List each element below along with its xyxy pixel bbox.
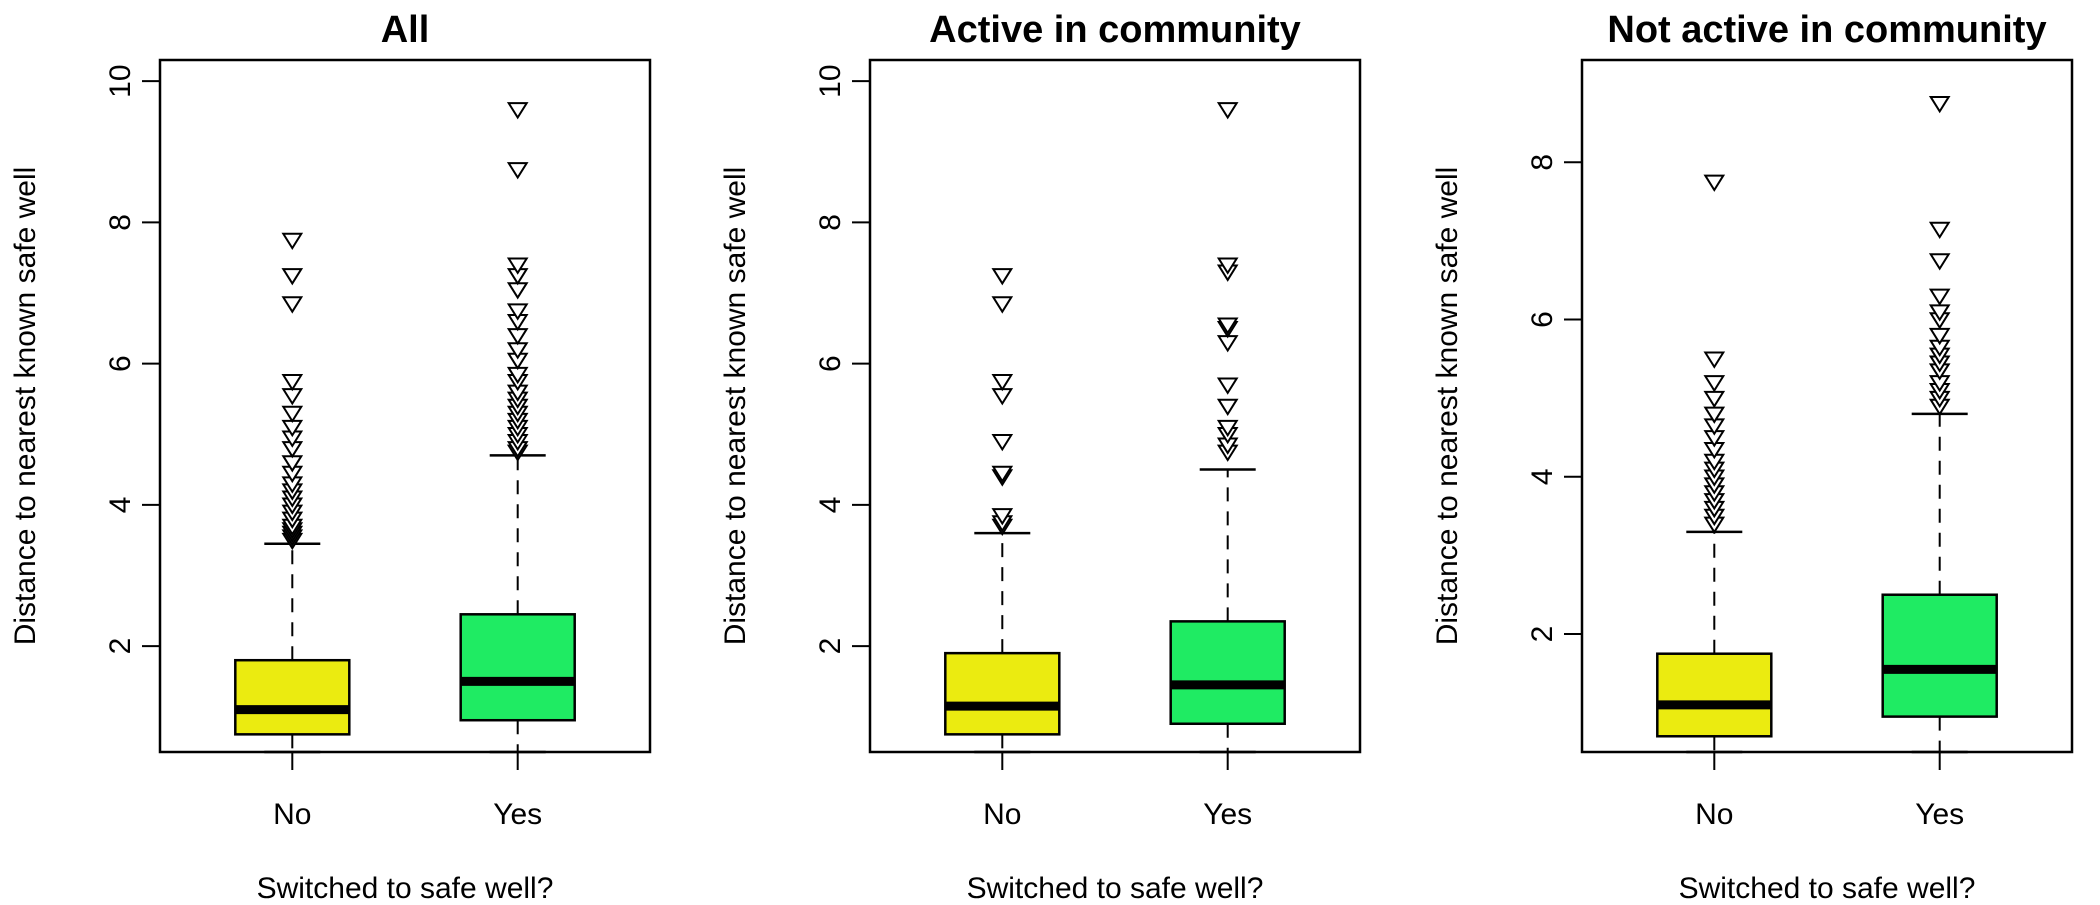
x-tick-label: Yes [1203, 798, 1252, 831]
iqr-box [1881, 593, 1998, 718]
outlier-point [1928, 95, 1951, 114]
x-tick-label: No [983, 798, 1021, 831]
y-tick-label: 4 [814, 497, 847, 514]
x-axis-title: Switched to safe well? [967, 872, 1264, 900]
box-no: No [944, 268, 1061, 831]
outlier-point [1216, 377, 1239, 395]
outlier-point [1928, 288, 1951, 306]
plot-frame [158, 58, 652, 754]
plot-frame [1580, 58, 2074, 754]
plot-frame [868, 58, 1362, 754]
box-yes: Yes [459, 102, 576, 831]
x-axis-title: Switched to safe well? [1679, 872, 1976, 900]
outlier-point [281, 232, 304, 251]
y-tick-label: 4 [104, 497, 137, 514]
panel-all: All Switched to safe well? Distance to n… [9, 9, 652, 905]
outlier-point [506, 102, 529, 120]
panel-title: Not active in community [1607, 9, 2046, 51]
panel-title: Active in community [929, 9, 1301, 51]
x-tick-label: No [1695, 798, 1733, 831]
outlier-point [991, 465, 1014, 484]
iqr-box [234, 658, 351, 736]
y-tick-label: 4 [1526, 468, 1559, 485]
iqr-box [1169, 620, 1286, 726]
y-tick-label: 8 [814, 214, 847, 231]
outlier-point [1216, 317, 1239, 335]
outlier-point [1703, 390, 1726, 409]
x-tick-label: No [273, 798, 311, 831]
outlier-point [281, 296, 304, 314]
x-tick-label: Yes [493, 798, 542, 831]
y-tick-label: 2 [1526, 626, 1559, 643]
outlier-point [991, 434, 1014, 452]
iqr-box [944, 651, 1061, 736]
outlier-point [1216, 419, 1239, 438]
y-tick-label: 2 [104, 638, 137, 655]
outlier-point [991, 296, 1014, 314]
outlier-point [1928, 253, 1951, 271]
outlier-point [1216, 102, 1239, 120]
panel-not-active-in-community: Not active in community Switched to safe… [1431, 9, 2074, 905]
y-tick-label: 2 [814, 638, 847, 655]
y-tick-label: 8 [1526, 154, 1559, 171]
outlier-point [506, 257, 529, 275]
x-tick-label: Yes [1915, 798, 1964, 831]
outlier-point [1928, 221, 1951, 240]
panel-active-in-community: Active in community Switched to safe wel… [719, 9, 1362, 905]
y-tick-label: 8 [104, 214, 137, 231]
outlier-point [281, 373, 304, 392]
outlier-point [1216, 257, 1239, 275]
outlier-point [991, 268, 1014, 286]
y-tick-label: 6 [104, 355, 137, 372]
outlier-point [1703, 174, 1726, 192]
outlier-point [281, 268, 304, 286]
y-tick-label: 6 [1526, 311, 1559, 328]
iqr-box [459, 613, 576, 722]
outlier-point [1703, 351, 1726, 369]
x-axis-title: Switched to safe well? [257, 872, 554, 900]
box-yes: Yes [1881, 95, 1998, 831]
y-tick-label: 6 [814, 355, 847, 372]
y-axis-title: Distance to nearest known safe well [1431, 167, 1464, 646]
box-no: No [234, 232, 351, 831]
box-no: No [1656, 174, 1773, 831]
y-axis-title: Distance to nearest known safe well [9, 167, 42, 646]
outlier-point [991, 373, 1014, 392]
outlier-point [506, 162, 529, 180]
outlier-point [1703, 375, 1726, 393]
outlier-point [281, 405, 304, 424]
outlier-point [506, 303, 529, 321]
y-tick-label: 10 [104, 64, 137, 97]
box-yes: Yes [1169, 102, 1286, 831]
y-axis-title: Distance to nearest known safe well [719, 167, 752, 646]
panel-title: All [381, 9, 430, 51]
y-tick-label: 10 [814, 64, 847, 97]
outlier-point [991, 508, 1014, 526]
iqr-box [1656, 652, 1773, 738]
outlier-point [1216, 398, 1239, 416]
